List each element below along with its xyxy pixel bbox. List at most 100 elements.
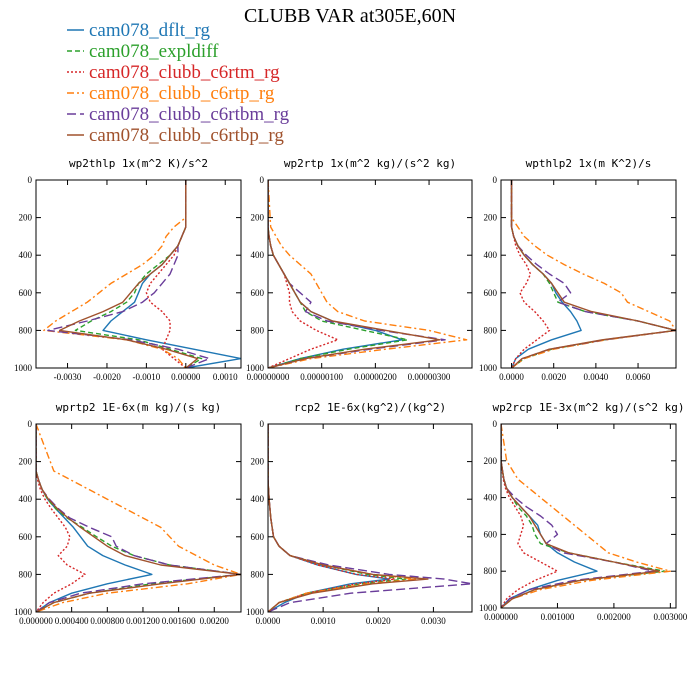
y-tick-label: 200 (484, 213, 498, 223)
series-line (501, 424, 655, 608)
panels: wp2thlp 1x(m^2 K)/s^2 0 200 400 600 800 1000 -0… (14, 157, 688, 626)
y-tick-label: 600 (251, 288, 265, 298)
y-tick-label: 400 (19, 494, 33, 504)
x-tick-label: 0.0040 (584, 372, 609, 382)
panel-title: wp2rtp 1x(m^2 kg)/(s^2 kg) (284, 157, 456, 170)
x-tick-label: 0.00000000 (247, 372, 290, 382)
chart-panel: wp2rcp 1E-3x(m^2 kg)/(s^2 kg) 0 200 400 600 8… (479, 401, 688, 622)
y-tick-label: 1000 (479, 363, 498, 373)
legend-label: cam078_dflt_rg (89, 20, 211, 41)
y-tick-label: 600 (19, 288, 33, 298)
y-tick-label: 800 (484, 566, 498, 576)
y-tick-label: 600 (251, 532, 265, 542)
plot-frame (35, 179, 242, 369)
legend-entry: cam078_expldiff (67, 41, 219, 62)
y-tick-label: 0 (493, 175, 498, 185)
panel-title: wprtp2 1E-6x(m kg)/(s kg) (56, 401, 222, 414)
series-line (268, 180, 441, 368)
x-tick-label: 0.0060 (626, 372, 651, 382)
x-tick-label: 0.000000 (19, 616, 53, 626)
series-line (74, 180, 203, 368)
series-line (36, 424, 86, 612)
x-tick-label: 0.0020 (541, 372, 566, 382)
y-tick-label: 400 (484, 250, 498, 260)
y-tick-label: 800 (19, 325, 33, 335)
series-line (268, 424, 396, 612)
x-tick-label: 0.000000 (484, 612, 518, 622)
series-line (36, 424, 153, 612)
x-tick-label: 0.003000 (653, 612, 687, 622)
legend: cam078_dflt_rgcam078_expldiffcam078_club… (67, 20, 290, 146)
series-line (145, 180, 187, 368)
series-group (268, 180, 468, 368)
figure-title: CLUBB VAR at305E,60N (244, 5, 456, 27)
x-tick-label: 0.0000 (256, 616, 281, 626)
y-tick-label: 800 (484, 325, 498, 335)
y-tick-label: 200 (251, 213, 265, 223)
plot-frame (267, 423, 473, 613)
plot-frame (35, 423, 242, 613)
series-group (36, 424, 241, 612)
y-tick-label: 0 (493, 419, 498, 429)
series-line (268, 424, 407, 612)
x-tick-label: 0.000400 (55, 616, 89, 626)
x-tick-label: 0.0020 (366, 616, 391, 626)
x-tick-label: -0.0010 (133, 372, 161, 382)
legend-entry: cam078_clubb_c6rtbm_rg (67, 104, 290, 125)
y-tick-label: 200 (251, 457, 265, 467)
series-line (501, 424, 672, 608)
y-tick-label: 0 (28, 175, 33, 185)
legend-label: cam078_clubb_c6rtp_rg (89, 83, 275, 104)
x-tick-label: 0.0010 (213, 372, 238, 382)
chart-panel: rcp2 1E-6x(kg^2)/(kg^2) 0 200 400 600 800 1000… (246, 401, 473, 626)
x-tick-label: 0.000800 (90, 616, 124, 626)
legend-entry: cam078_clubb_c6rtbp_rg (67, 125, 284, 146)
series-line (36, 424, 241, 612)
series-line (268, 180, 468, 368)
legend-label: cam078_expldiff (89, 41, 219, 62)
chart-panel: wprtp2 1E-6x(m kg)/(s kg) 0 200 400 600 800 10… (14, 401, 242, 626)
y-tick-label: 600 (19, 532, 33, 542)
chart-panel: wp2thlp 1x(m^2 K)/s^2 0 200 400 600 800 1000 -0… (14, 157, 242, 382)
y-tick-label: 200 (19, 213, 33, 223)
series-group (501, 424, 672, 608)
series-group (268, 424, 472, 612)
series-line (268, 424, 429, 612)
plot-frame (267, 179, 473, 369)
x-tick-label: -0.0030 (54, 372, 82, 382)
series-line (268, 424, 418, 612)
legend-label: cam078_clubb_c6rtbp_rg (89, 125, 284, 146)
series-line (501, 424, 559, 608)
series-line (268, 180, 403, 368)
legend-label: cam078_clubb_c6rtm_rg (89, 62, 280, 83)
plot-frame (500, 423, 677, 609)
y-tick-label: 0 (260, 419, 265, 429)
y-tick-label: 1000 (246, 607, 265, 617)
x-tick-label: 0.0030 (421, 616, 446, 626)
y-tick-label: 400 (251, 494, 265, 504)
legend-entry: cam078_clubb_c6rtp_rg (67, 83, 275, 104)
series-line (510, 180, 582, 368)
y-tick-label: 0 (28, 419, 33, 429)
series-line (36, 424, 241, 612)
x-tick-label: 0.00000100 (300, 372, 343, 382)
y-tick-label: 800 (19, 569, 33, 579)
x-tick-label: 0.001200 (126, 616, 160, 626)
series-group (43, 180, 241, 368)
x-tick-label: 0.00000300 (408, 372, 451, 382)
series-line (58, 180, 199, 368)
y-tick-label: 1000 (246, 363, 265, 373)
series-line (268, 180, 409, 368)
x-tick-label: 0.0010 (311, 616, 336, 626)
panel-title: wpthlp2 1x(m K^2)/s (526, 157, 652, 170)
series-group (510, 180, 676, 368)
series-line (36, 424, 241, 612)
y-tick-label: 1000 (14, 363, 33, 373)
x-tick-label: 0.00000200 (354, 372, 397, 382)
x-tick-label: -0.0020 (93, 372, 121, 382)
legend-entry: cam078_clubb_c6rtm_rg (67, 62, 280, 83)
chart-panel: wp2rtp 1x(m^2 kg)/(s^2 kg) 0 200 400 600 800 1… (246, 157, 473, 382)
y-tick-label: 200 (19, 457, 33, 467)
x-tick-label: 0.002000 (597, 612, 631, 622)
series-line (36, 424, 241, 612)
